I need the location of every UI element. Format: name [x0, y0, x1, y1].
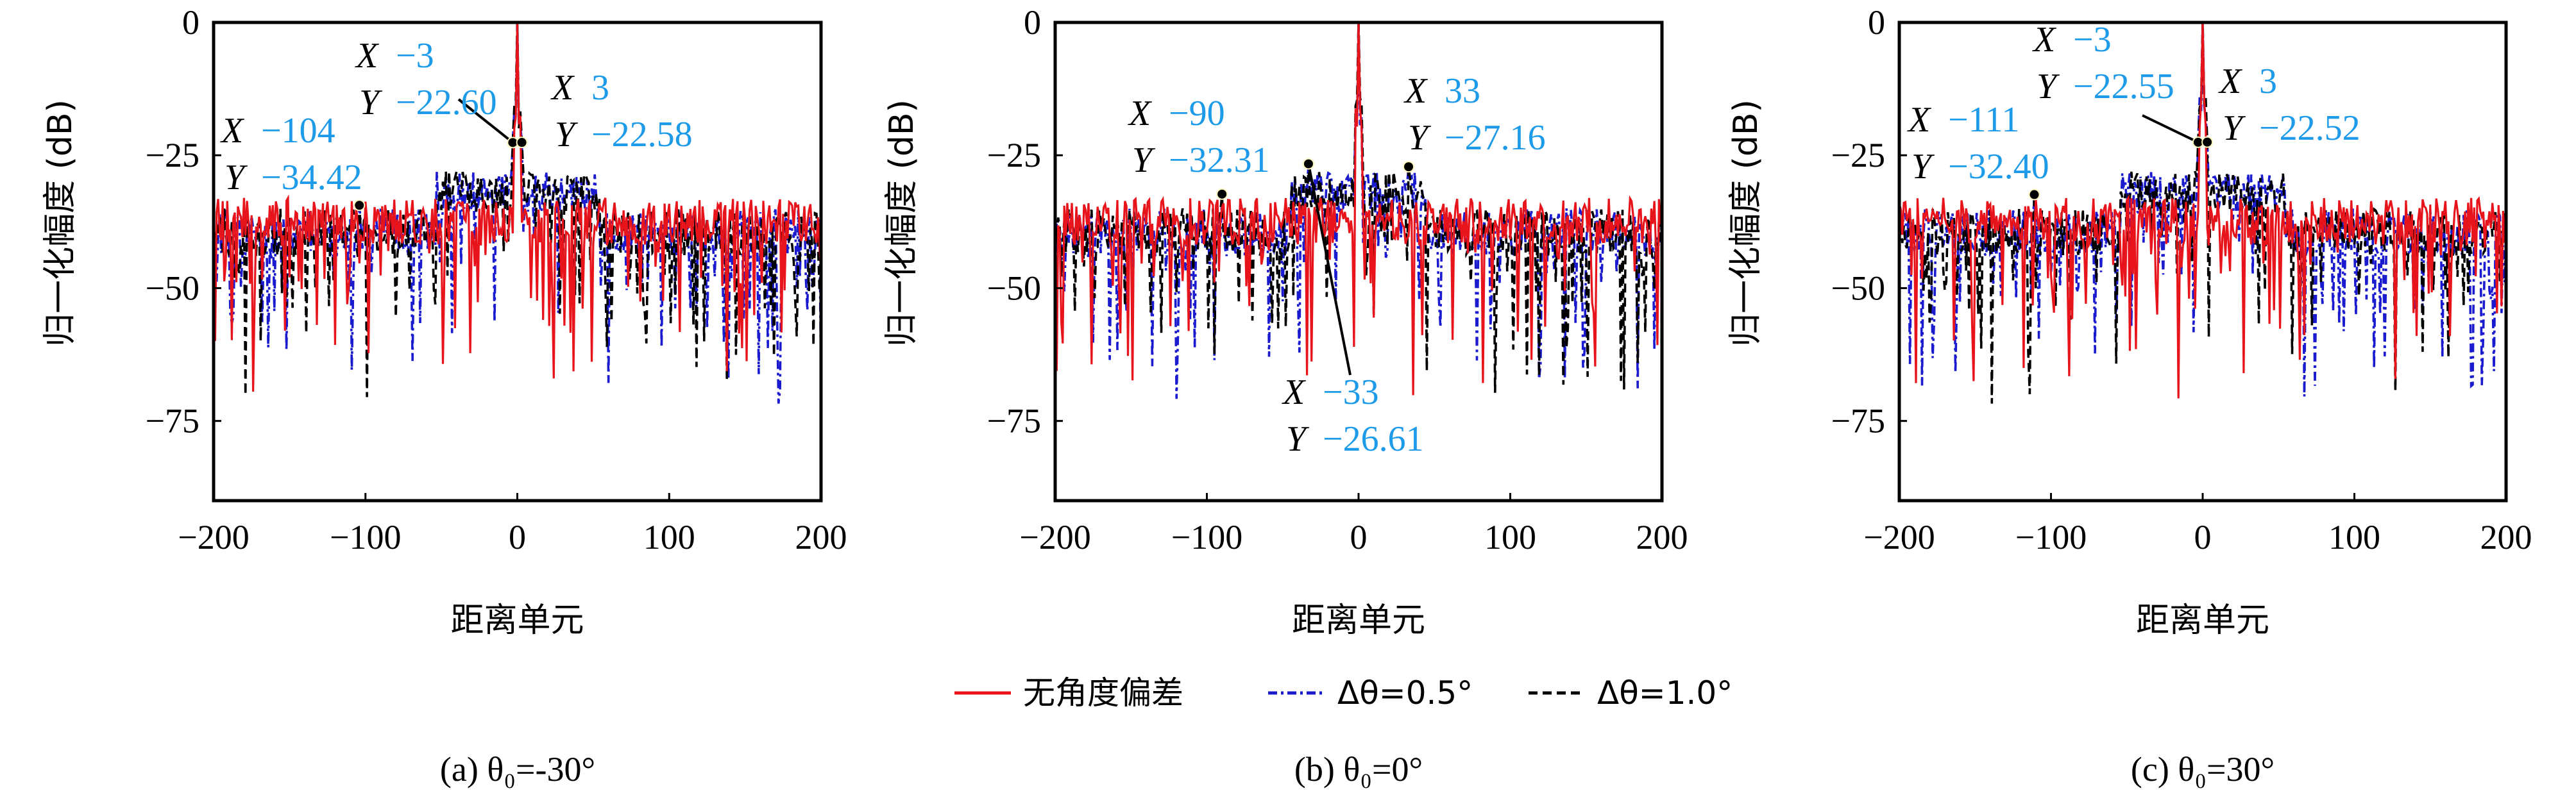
series-line-no-deviation: [1055, 22, 1662, 396]
y-tick-label: −75: [987, 402, 1041, 440]
series-group: [1899, 22, 2506, 404]
annotation-x-key: X: [1128, 94, 1153, 133]
annotation-y-key: Y: [555, 115, 579, 154]
annotation-y-value: −22.55: [2073, 67, 2174, 106]
y-tick-label: −75: [1831, 402, 1885, 440]
x-tick-label: 0: [509, 518, 526, 556]
series-line-dtheta-0-5: [1899, 22, 2506, 397]
annotation-y-value: −22.58: [591, 115, 693, 154]
annotation-x-value: −3: [396, 36, 434, 76]
annotation-x-value: −111: [1948, 100, 2019, 140]
x-axis-title: 距离单元: [1292, 601, 1425, 640]
series-line-dtheta-1-0: [214, 22, 821, 397]
annotation-leader-line: [457, 98, 514, 144]
series-line-dtheta-1-0: [1055, 22, 1662, 393]
annotation-x-key: X: [2032, 20, 2057, 60]
annotation-y-key: Y: [1408, 118, 1432, 158]
annotation-y-value: −22.60: [396, 83, 497, 122]
y-tick-label: −25: [987, 136, 1041, 174]
x-tick-label: −100: [330, 518, 401, 556]
annotation-y-key: Y: [225, 158, 248, 197]
annotation-y-value: −22.52: [2259, 108, 2360, 148]
annotation-x-value: 33: [1445, 71, 1480, 111]
x-tick-label: −200: [1863, 518, 1935, 556]
annotation-marker: [353, 199, 366, 212]
x-tick-label: 0: [2194, 518, 2212, 556]
annotation-y-value: −34.42: [261, 158, 362, 197]
series-group: [214, 22, 821, 404]
annotation-x-value: −90: [1169, 94, 1225, 133]
x-tick-label: 100: [1484, 518, 1536, 556]
annotation-y-value: −26.61: [1323, 419, 1424, 459]
annotation-y-value: −27.16: [1445, 118, 1546, 158]
x-tick-label: 200: [795, 518, 847, 556]
panel-a: −200 −100 0 100 200 0 −25 −50 −75 距离单元 归一化幅度 (dB) X…: [41, 3, 847, 788]
x-tick-label: 0: [1350, 518, 1368, 556]
annotation-y-key: Y: [2223, 108, 2246, 148]
x-axis-title: 距离单元: [450, 601, 584, 640]
annotation-marker: [1403, 161, 1415, 173]
legend-label-dtheta-0-5: Δθ=0.5°: [1337, 674, 1473, 712]
annotation-y-key: Y: [1286, 419, 1310, 459]
x-tick-label: −200: [178, 518, 249, 556]
panel-caption: (a) θ₀=-30°: [440, 750, 595, 788]
y-tick-label: −25: [1831, 136, 1885, 174]
x-tick-label: 200: [2480, 518, 2532, 556]
annotation-x-key: X: [1282, 372, 1307, 412]
x-tick-label: −200: [1019, 518, 1090, 556]
y-axis-title: 归一化幅度 (dB): [1727, 99, 1765, 347]
annotation-y-key: Y: [359, 83, 383, 122]
y-tick-label: −50: [146, 269, 199, 307]
panel-c: −200 −100 0 100 200 0 −25 −50 −75 距离单元 归一化幅度 (dB) X…: [1727, 3, 2532, 788]
y-tick-label: −50: [1831, 269, 1885, 307]
annotation-marker: [2028, 188, 2040, 201]
x-tick-label: −100: [2015, 518, 2087, 556]
x-tick-label: 100: [643, 518, 695, 556]
y-axis-title: 归一化幅度 (dB): [883, 99, 921, 347]
panel-caption: (c) θ₀=30°: [2131, 750, 2275, 788]
annotation-x-key: X: [1907, 100, 1932, 140]
x-axis-title: 距离单元: [2136, 601, 2269, 640]
annotation-y-key: Y: [1132, 140, 1156, 180]
annotation-x-key: X: [2218, 62, 2243, 101]
y-tick-label: 0: [182, 3, 199, 42]
x-tick-label: −100: [1171, 518, 1242, 556]
annotation-marker: [1302, 158, 1314, 170]
y-axis-title: 归一化幅度 (dB): [41, 99, 80, 347]
annotation-y-key: Y: [1911, 147, 1935, 187]
annotation-leader-line: [2142, 114, 2199, 144]
annotation-y-value: −32.31: [1169, 140, 1270, 180]
annotation-y-key: Y: [2037, 67, 2060, 106]
legend: 无角度偏差 Δθ=0.5° Δθ=1.0°: [954, 674, 1733, 712]
annotation-marker: [2201, 136, 2214, 148]
series-line-no-deviation: [214, 22, 821, 392]
y-tick-label: −25: [146, 136, 199, 174]
annotation-x-value: −104: [261, 111, 335, 151]
annotation-marker: [1216, 188, 1228, 200]
annotation-x-key: X: [550, 68, 575, 108]
legend-label-dtheta-1-0: Δθ=1.0°: [1597, 674, 1733, 712]
panel-caption: (b) θ₀=0°: [1294, 750, 1423, 788]
y-tick-label: 0: [1868, 3, 1885, 42]
series-group: [1055, 22, 1662, 399]
annotation-x-key: X: [1403, 71, 1428, 111]
x-tick-label: 100: [2328, 518, 2380, 556]
annotation-x-value: 3: [2259, 62, 2277, 101]
annotation-x-value: −33: [1323, 372, 1379, 412]
annotation-x-value: 3: [591, 68, 609, 108]
annotation-x-value: −3: [2073, 20, 2112, 60]
annotation-marker: [516, 137, 528, 149]
y-tick-label: −50: [987, 269, 1041, 307]
annotation-y-value: −32.40: [1948, 147, 2049, 187]
y-tick-label: −75: [146, 402, 199, 440]
panel-b: −200 −100 0 100 200 0 −25 −50 −75 距离单元 归一化幅度 (dB) X…: [883, 3, 1688, 788]
y-tick-label: 0: [1024, 3, 1041, 42]
legend-label-no-deviation: 无角度偏差: [1023, 674, 1183, 712]
annotation-leader-line: [1307, 163, 1352, 376]
annotation-x-key: X: [355, 36, 380, 76]
annotation-x-key: X: [220, 111, 245, 151]
x-tick-label: 200: [1636, 518, 1688, 556]
series-line-no-deviation: [1899, 22, 2506, 399]
